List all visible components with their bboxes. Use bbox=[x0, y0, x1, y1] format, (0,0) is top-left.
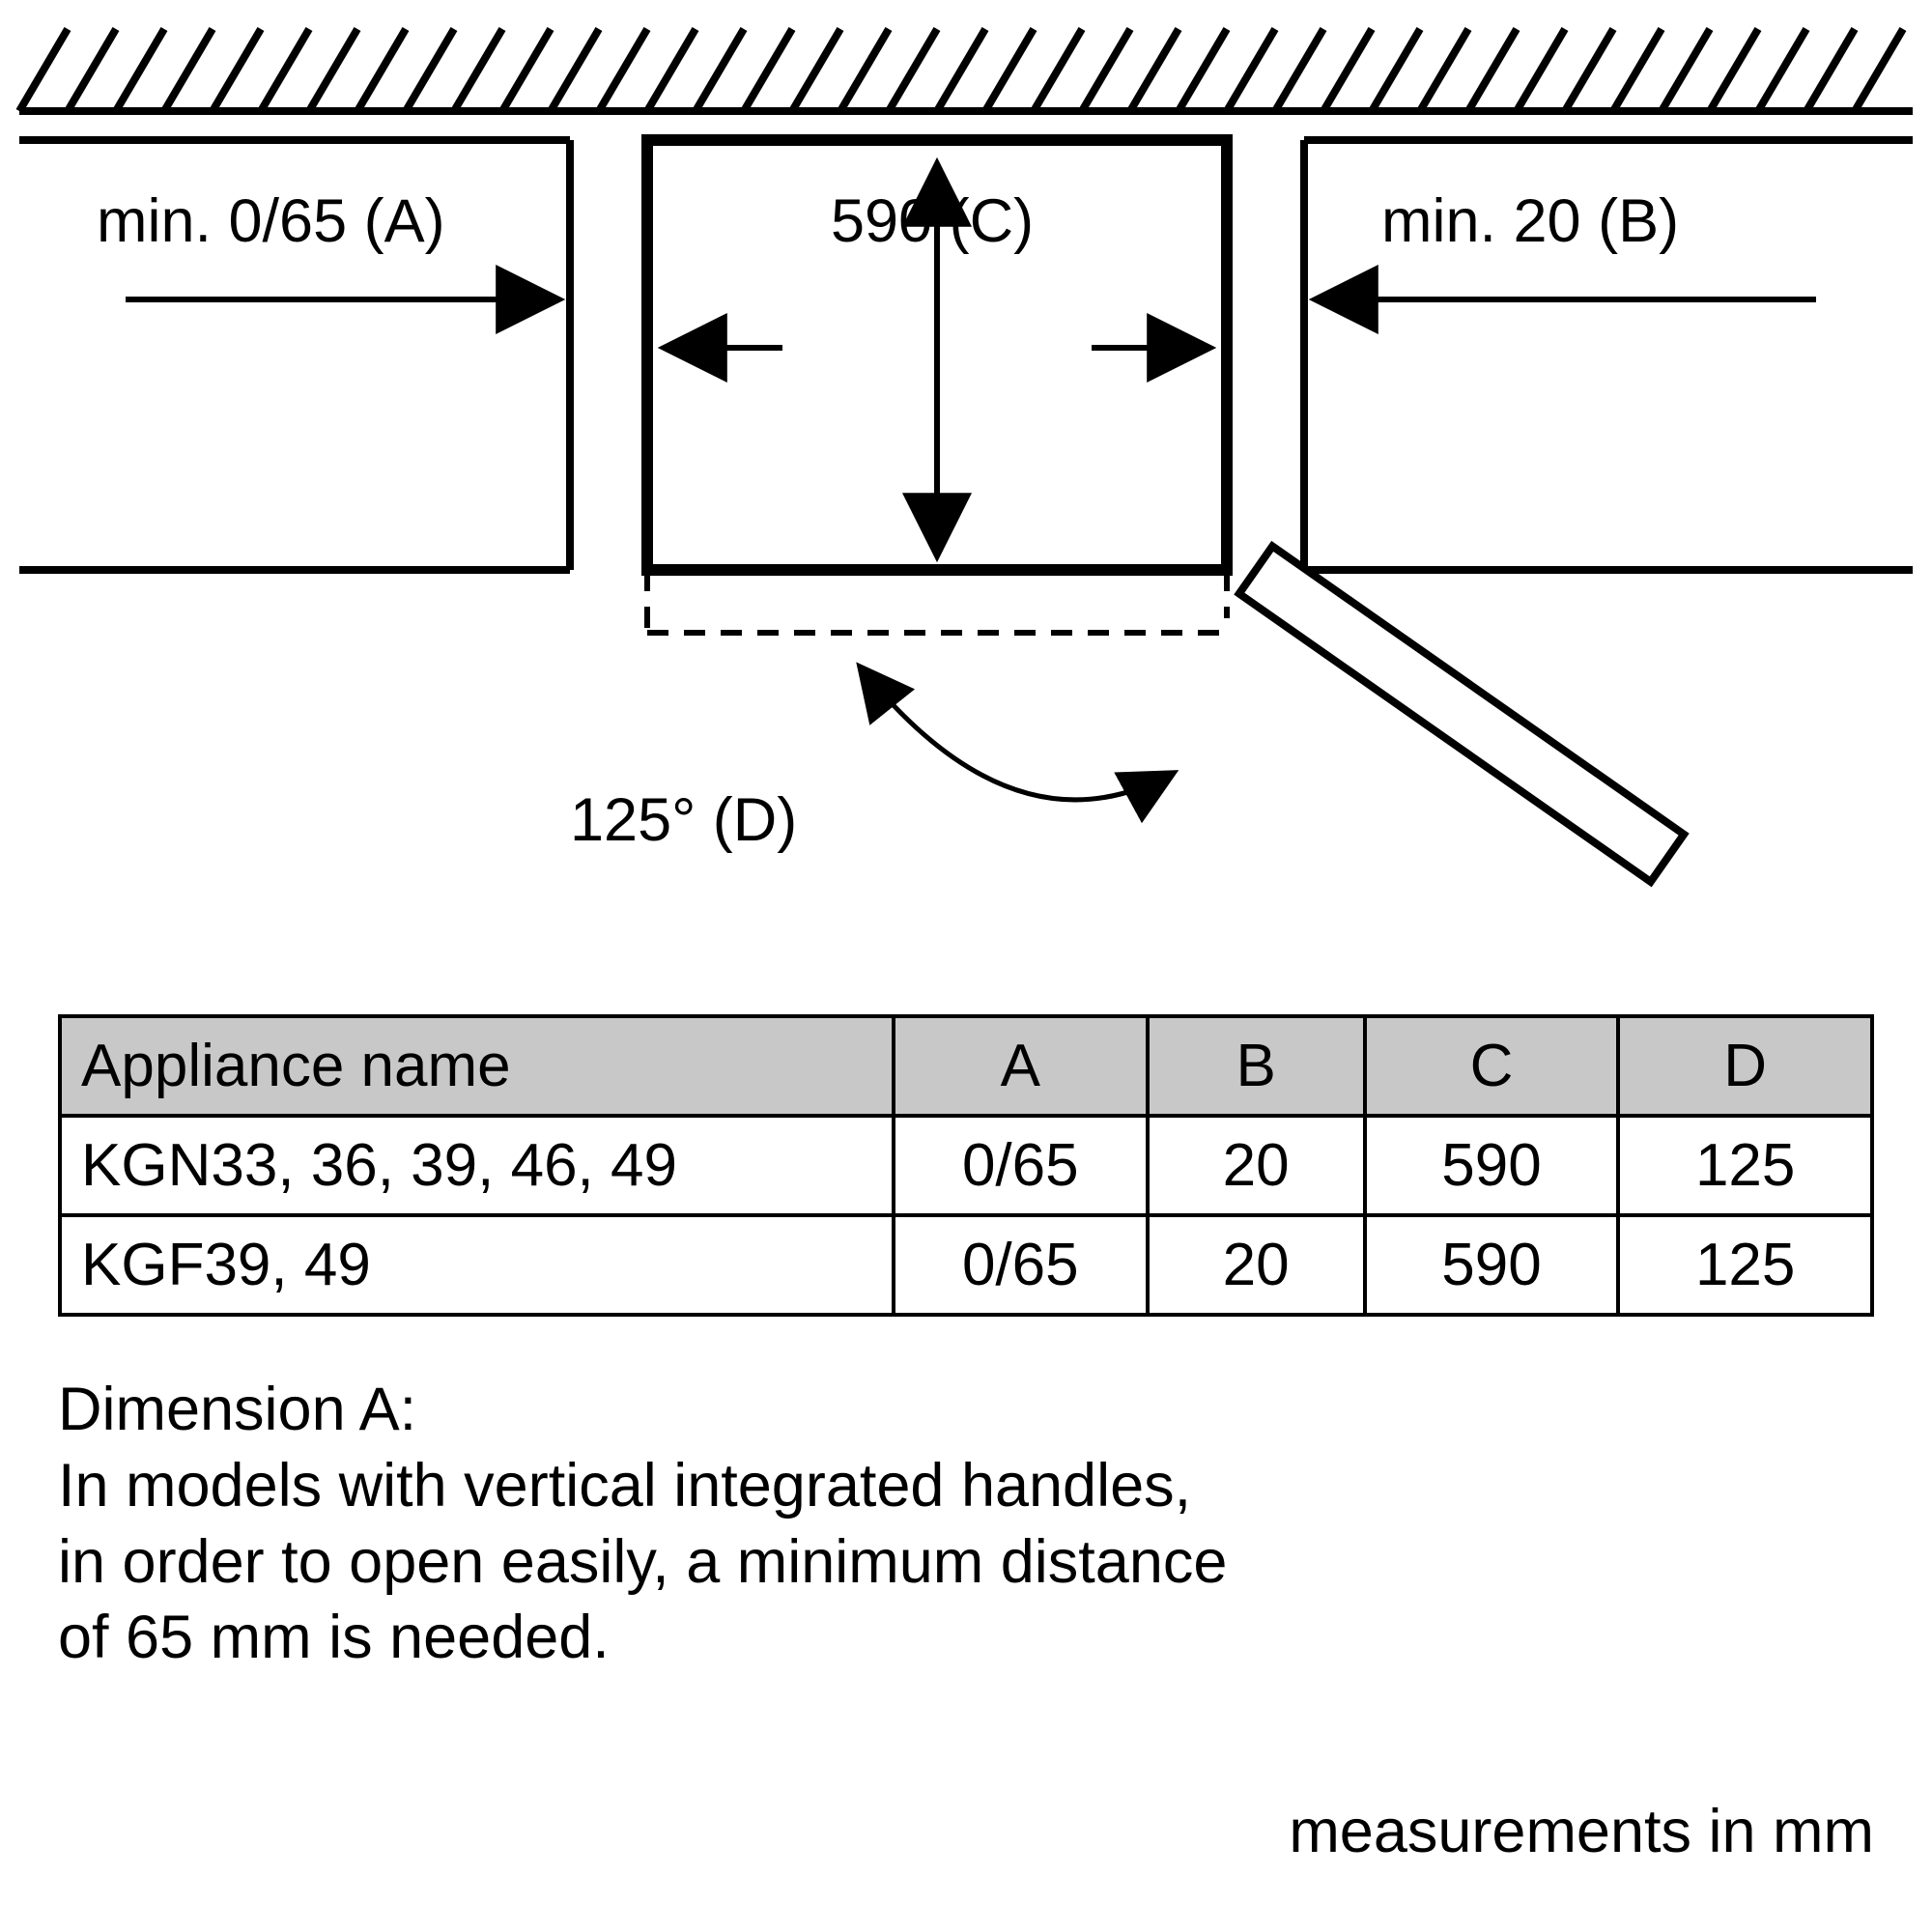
note-line: In models with vertical integrated handl… bbox=[58, 1448, 1874, 1524]
label-b: min. 20 (B) bbox=[1381, 187, 1679, 255]
cell: 590 bbox=[1365, 1116, 1619, 1215]
note-heading: Dimension A: bbox=[58, 1372, 1874, 1448]
units-label: measurements in mm bbox=[1289, 1797, 1874, 1866]
wall-hatching bbox=[19, 29, 1913, 111]
cell: 125 bbox=[1618, 1215, 1872, 1315]
label-a: min. 0/65 (A) bbox=[97, 187, 445, 255]
col-a-header: A bbox=[894, 1016, 1148, 1116]
col-d-header: D bbox=[1618, 1016, 1872, 1116]
label-d: 125° (D) bbox=[570, 786, 797, 854]
dimension-a-arrow: min. 0/65 (A) bbox=[97, 187, 558, 299]
table-row: KGN33, 36, 39, 46, 49 0/65 20 590 125 bbox=[60, 1116, 1872, 1215]
table-row: KGF39, 49 0/65 20 590 125 bbox=[60, 1215, 1872, 1315]
dimension-a-note: Dimension A: In models with vertical int… bbox=[58, 1372, 1874, 1676]
cell: KGN33, 36, 39, 46, 49 bbox=[60, 1116, 894, 1215]
dimension-c-arrow: 590 (C) bbox=[665, 164, 1209, 555]
cell: 0/65 bbox=[894, 1116, 1148, 1215]
cell: KGF39, 49 bbox=[60, 1215, 894, 1315]
col-b-header: B bbox=[1148, 1016, 1365, 1116]
label-c: 590 (C) bbox=[831, 187, 1034, 255]
cell: 0/65 bbox=[894, 1215, 1148, 1315]
dimension-d-arc: 125° (D) bbox=[570, 667, 1174, 854]
cell: 20 bbox=[1148, 1116, 1365, 1215]
installation-diagram: min. 0/65 (A) min. 20 (B) 590 (C) 125° (… bbox=[0, 0, 1932, 1014]
cell: 20 bbox=[1148, 1215, 1365, 1315]
cell: 125 bbox=[1618, 1116, 1872, 1215]
open-door bbox=[1239, 546, 1684, 881]
note-line: of 65 mm is needed. bbox=[58, 1600, 1874, 1676]
col-name-header: Appliance name bbox=[60, 1016, 894, 1116]
note-line: in order to open easily, a minimum dista… bbox=[58, 1524, 1874, 1601]
dimension-b-arrow: min. 20 (B) bbox=[1316, 187, 1816, 299]
dimensions-table: Appliance name A B C D KGN33, 36, 39, 46… bbox=[58, 1014, 1874, 1317]
cell: 590 bbox=[1365, 1215, 1619, 1315]
col-c-header: C bbox=[1365, 1016, 1619, 1116]
